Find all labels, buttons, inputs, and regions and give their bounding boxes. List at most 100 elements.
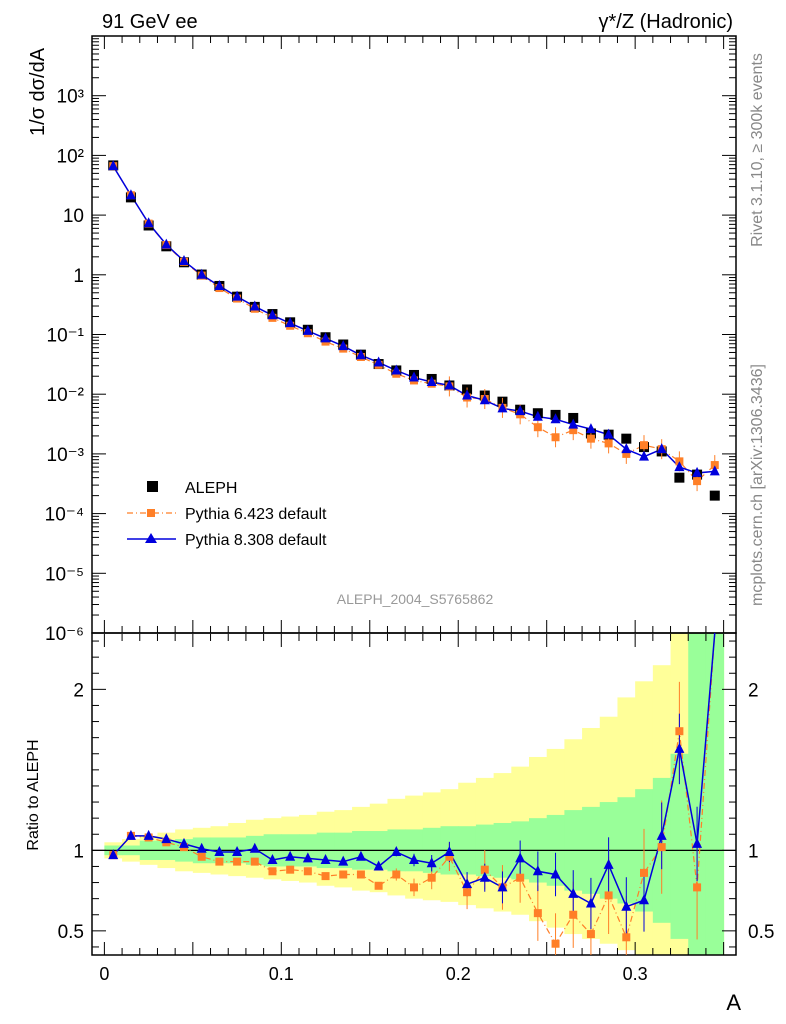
ratio-tick-label-right: 1 bbox=[748, 841, 759, 862]
ratio-pythia8-point bbox=[214, 845, 225, 856]
pythia8-point bbox=[249, 300, 260, 311]
ratio-axis-label: Ratio to ALEPH bbox=[25, 739, 42, 850]
y-tick-label: 10² bbox=[57, 146, 84, 167]
y-axis-label: 1/σ dσ/dA bbox=[27, 47, 49, 136]
ratio-pythia6-point bbox=[374, 881, 383, 890]
pythia8-point bbox=[462, 389, 473, 400]
pythia8-point bbox=[214, 279, 225, 290]
y-tick-label: 10³ bbox=[57, 87, 84, 108]
y-tick-label: 10⁻⁶ bbox=[45, 624, 84, 645]
legend-marker-pythia8 bbox=[145, 533, 157, 543]
pythia8-point bbox=[232, 290, 243, 301]
pythia8-point bbox=[709, 465, 720, 476]
ratio-pythia6-point bbox=[321, 872, 330, 881]
ratio-pythia8-point bbox=[267, 854, 278, 865]
ratio-pythia6-point bbox=[693, 883, 702, 892]
ratio-band-inner bbox=[688, 633, 707, 955]
ratio-pythia6-point bbox=[551, 939, 560, 948]
ratio-pythia8-point bbox=[161, 833, 172, 844]
pythia8-point bbox=[355, 349, 366, 360]
ratio-pythia8-point bbox=[249, 842, 260, 853]
ratio-pythia6-point bbox=[569, 910, 578, 919]
header-left: 91 GeV ee bbox=[102, 11, 198, 33]
ratio-pythia6-point bbox=[215, 857, 224, 866]
ratio-pythia6-point bbox=[657, 843, 666, 852]
aleph-point bbox=[709, 490, 720, 501]
ratio-pythia8-point bbox=[391, 845, 402, 856]
pythia8-point bbox=[674, 461, 685, 472]
ratio-pythia8-point bbox=[285, 850, 296, 861]
y-tick-label: 10⁻² bbox=[47, 385, 85, 406]
ratio-pythia6-point bbox=[356, 870, 365, 879]
ratio-tick-label-right: 2 bbox=[748, 680, 759, 701]
pythia8-point bbox=[603, 428, 614, 439]
pythia8-point bbox=[143, 217, 154, 228]
legend-label-pythia8: Pythia 8.308 default bbox=[185, 532, 327, 549]
ratio-pythia8-point bbox=[444, 845, 455, 856]
pythia6-point bbox=[551, 433, 560, 442]
aleph-point bbox=[674, 472, 685, 483]
pythia6-point bbox=[622, 449, 631, 458]
pythia8-point bbox=[125, 189, 136, 200]
pythia6-point bbox=[569, 426, 578, 435]
ratio-pythia8-point bbox=[656, 829, 667, 840]
pythia8-point bbox=[568, 418, 579, 429]
rivet-label: Rivet 3.1.10, ≥ 300k events bbox=[749, 53, 766, 247]
pythia8-point bbox=[692, 466, 703, 477]
ratio-pythia8-point bbox=[108, 849, 119, 860]
ratio-pythia8-point bbox=[179, 837, 189, 848]
ratio-pythia8-point bbox=[355, 850, 366, 861]
mcplots-label: mcplots.cern.ch [arXiv:1306.3436] bbox=[749, 364, 766, 606]
ratio-pythia6-point bbox=[604, 891, 613, 900]
ratio-pythia6-point bbox=[445, 852, 454, 861]
legend-label-pythia6: Pythia 6.423 default bbox=[185, 506, 327, 523]
ratio-plot-frame bbox=[91, 632, 737, 956]
ratio-pythia8-point bbox=[568, 887, 579, 898]
ratio-pythia8-point bbox=[426, 857, 437, 868]
y-tick-label: 10 bbox=[63, 206, 84, 227]
ratio-pythia6-point bbox=[480, 865, 489, 874]
ratio-pythia8-point bbox=[302, 852, 313, 863]
aleph-point bbox=[621, 433, 632, 444]
ratio-pythia8-point bbox=[585, 897, 596, 908]
pythia8-point bbox=[639, 450, 649, 461]
ratio-pythia8-point bbox=[232, 845, 243, 856]
ratio-tick-label-right: 0.5 bbox=[748, 922, 774, 943]
x-tick-label: 0.2 bbox=[446, 964, 471, 984]
pythia6-point bbox=[640, 441, 648, 450]
data-marks bbox=[108, 160, 720, 501]
pythia8-point bbox=[320, 332, 331, 343]
legend: ALEPH Pythia 6.423 default Pythia 8.308 … bbox=[127, 480, 327, 549]
pythia8-point bbox=[656, 443, 667, 454]
ratio-pythia6-point bbox=[622, 933, 631, 942]
ratio-pythia6-point bbox=[233, 857, 242, 866]
pythia8-point bbox=[515, 405, 526, 416]
pythia8-point bbox=[391, 364, 402, 375]
ratio-pythia8-point bbox=[515, 852, 526, 863]
ratio-band-inner bbox=[705, 633, 725, 955]
ratio-pythia6-point bbox=[533, 909, 542, 918]
ratio-pythia6-point bbox=[197, 852, 206, 861]
pythia8-point bbox=[426, 376, 437, 387]
x-axis-label: A bbox=[726, 990, 741, 1015]
ratio-pythia6-point bbox=[339, 870, 348, 879]
pythia8-point bbox=[479, 394, 490, 405]
ratio-pythia8-point bbox=[603, 858, 614, 869]
pythia8-point bbox=[409, 371, 419, 382]
pythia8-line bbox=[112, 165, 715, 474]
ratio-pythia8-point bbox=[550, 868, 561, 879]
ratio-pythia8-point bbox=[338, 855, 349, 866]
ratio-band-inner bbox=[670, 753, 689, 939]
ratio-pythia6-point bbox=[675, 727, 684, 736]
pythia8-point bbox=[550, 413, 561, 424]
ratio-pythia8-point bbox=[320, 854, 331, 865]
ratio-pythia6-point bbox=[250, 857, 259, 866]
ratio-tick-label-left: 0.5 bbox=[58, 922, 84, 943]
x-tick-label: 0.3 bbox=[623, 964, 648, 984]
pythia6-point bbox=[710, 461, 719, 470]
ratio-pythia8-point bbox=[462, 878, 473, 889]
ratio-bands bbox=[92, 633, 736, 955]
ratio-pythia8-point bbox=[692, 837, 703, 848]
pythia8-point bbox=[444, 379, 455, 390]
